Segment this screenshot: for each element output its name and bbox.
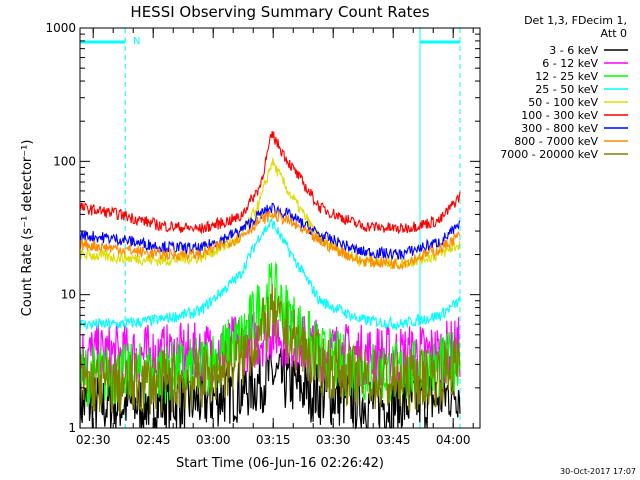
legend-header-line2: Att 0 bbox=[601, 27, 627, 40]
series-line-6 bbox=[79, 202, 461, 261]
legend-label: 50 - 100 keV bbox=[528, 96, 598, 109]
legend-label: 12 - 25 keV bbox=[535, 70, 598, 83]
legend-label: 3 - 6 keV bbox=[549, 44, 598, 57]
x-tick-label: 03:45 bbox=[376, 433, 411, 447]
legend-label: 25 - 50 keV bbox=[535, 83, 598, 96]
plot-area: 1 10 100 1000 02:30 02:45 03:00 03:15 03:30 03:4… bbox=[45, 21, 481, 447]
legend-label: 800 - 7000 keV bbox=[514, 135, 598, 148]
x-tick-label: 04:00 bbox=[436, 433, 471, 447]
x-tick-label: 03:00 bbox=[196, 433, 231, 447]
generation-timestamp: 30-Oct-2017 17:07 bbox=[560, 467, 636, 476]
x-tick-label: 03:15 bbox=[256, 433, 291, 447]
night-marker-label: N bbox=[133, 36, 140, 47]
y-tick-label: 1 bbox=[68, 421, 76, 435]
series-line-4 bbox=[79, 157, 461, 270]
legend-label: 6 - 12 keV bbox=[542, 57, 598, 70]
legend-label: 7000 - 20000 keV bbox=[500, 148, 598, 161]
chart-title: HESSI Observing Summary Count Rates bbox=[130, 3, 429, 21]
y-tick-label: 1000 bbox=[45, 21, 76, 35]
plot-frame bbox=[79, 27, 481, 429]
x-axis-label: Start Time (06-Jun-16 02:26:42) bbox=[176, 456, 384, 471]
y-tick-label: 100 bbox=[53, 154, 76, 168]
y-tick-label: 10 bbox=[61, 288, 76, 302]
x-tick-label: 02:45 bbox=[136, 433, 171, 447]
series-line-3 bbox=[79, 217, 461, 332]
series-layer bbox=[79, 130, 461, 430]
series-line-8 bbox=[79, 283, 461, 415]
x-tick-label: 02:30 bbox=[76, 433, 111, 447]
y-axis-label: Count Rate (s⁻¹ detector⁻¹) bbox=[20, 140, 35, 317]
legend-header-line1: Det 1,3, FDecim 1, bbox=[524, 14, 627, 27]
x-tick-label: 03:30 bbox=[316, 433, 351, 447]
legend-label: 100 - 300 keV bbox=[521, 109, 598, 122]
legend-label: 300 - 800 keV bbox=[521, 122, 598, 135]
series-line-7 bbox=[79, 209, 461, 271]
y-axis: 1 10 100 1000 bbox=[45, 21, 480, 435]
x-axis: 02:30 02:45 03:00 03:15 03:30 03:45 04:00 bbox=[76, 28, 474, 447]
series-line-5 bbox=[79, 130, 461, 235]
